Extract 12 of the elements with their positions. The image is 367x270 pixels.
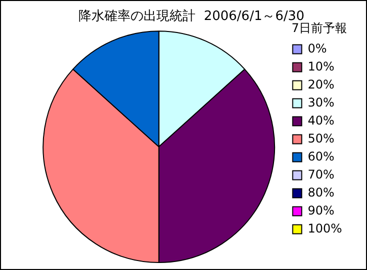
legend-label: 20%	[308, 77, 334, 92]
legend-label: 10%	[308, 59, 334, 74]
legend-label: 100%	[308, 221, 342, 236]
legend-label: 30%	[308, 95, 334, 110]
legend-label: 60%	[308, 149, 334, 164]
legend-label: 80%	[308, 185, 334, 200]
legend-label: 90%	[308, 203, 334, 218]
legend-label: 70%	[308, 167, 334, 182]
legend-title: 7日前予報	[292, 20, 348, 35]
legend-label: 0%	[308, 41, 327, 56]
legend-label: 40%	[308, 113, 334, 128]
legend-label: 50%	[308, 131, 334, 146]
